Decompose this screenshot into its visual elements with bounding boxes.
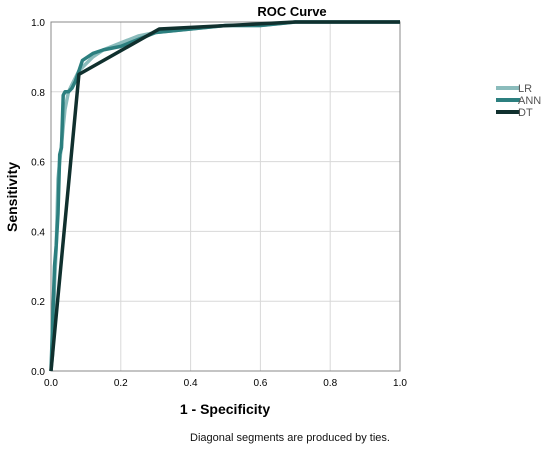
series-line-dt (49, 20, 400, 372)
plot-frame (50, 21, 401, 372)
footnote: Diagonal segments are produced by ties. (0, 432, 550, 444)
x-axis-title: 1 - Specificity (180, 401, 270, 417)
grid (51, 22, 400, 371)
y-tick-label: 0.8 (31, 88, 45, 99)
y-tick-label: 0.0 (31, 367, 45, 378)
chart-title: ROC Curve (257, 4, 326, 19)
y-tick-label: 0.2 (31, 297, 45, 308)
legend-label-ann: ANN (518, 95, 541, 107)
series-line-lr (49, 20, 400, 372)
y-tick-label: 0.6 (31, 158, 45, 169)
series-lines (49, 20, 400, 372)
series-line-ann (49, 20, 400, 372)
x-tick-label: 0.6 (253, 378, 267, 389)
legend-label-dt: DT (518, 107, 533, 119)
y-axis-title: Sensitivity (4, 162, 20, 232)
x-tick-label: 0.8 (323, 378, 337, 389)
x-tick-label: 0.0 (44, 378, 58, 389)
tick-labels: 0.0 0.2 0.4 0.6 0.8 1.0 0.0 0.2 0.4 0.6 0.8 1.0 (31, 18, 407, 389)
x-tick-label: 0.2 (114, 378, 128, 389)
legend-label-lr: LR (518, 83, 532, 95)
x-tick-label: 0.4 (184, 378, 198, 389)
y-tick-label: 0.4 (31, 227, 45, 238)
footnote-text: Diagonal segments are produced by ties. (190, 432, 390, 444)
x-tick-label: 1.0 (393, 378, 407, 389)
y-tick-label: 1.0 (31, 18, 45, 29)
